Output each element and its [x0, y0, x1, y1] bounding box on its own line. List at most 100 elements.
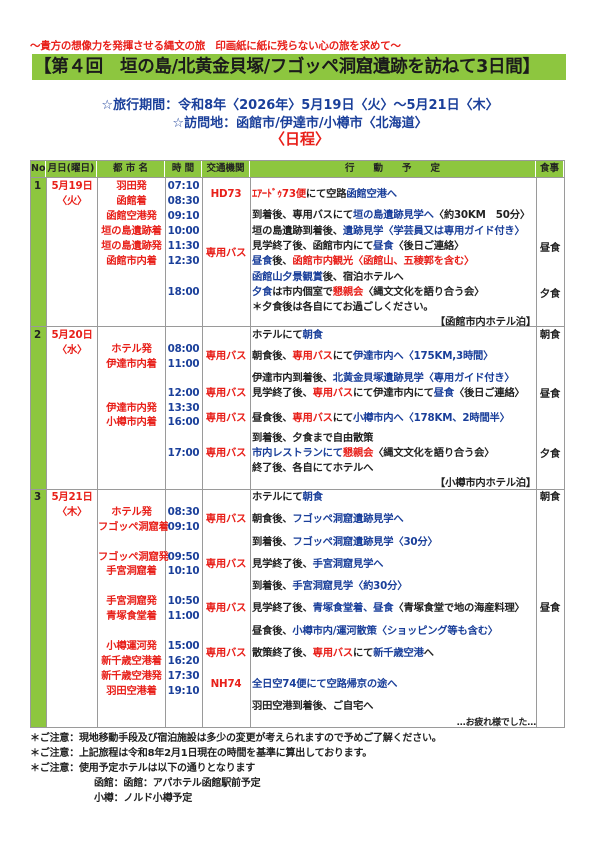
day-row: 2 5月20日 〈水〉 ホテル発 伊達市内着 伊達市内発 小樽市内着 08:00 11:00 12… — [31, 326, 564, 489]
time: 16:20 — [167, 655, 200, 667]
meal: 夕食 — [539, 288, 561, 300]
action-text: 伊達市内へ〈175KM,3時間〉 — [352, 350, 494, 362]
time: 07:10 — [167, 180, 200, 192]
action-line: 朝食後、フゴッペ洞窟遺跡見学へ — [252, 512, 536, 526]
column-header-city: 都 市 名 — [97, 161, 165, 177]
action-text: 到着後、夕食まで自由散策 — [252, 432, 374, 444]
note-line: 函館：函館：アパホテル函館駅前予定 — [94, 778, 261, 789]
action-line: 市内レストランにて懇親会〈縄文文化を語り合う会〉 — [252, 446, 536, 460]
city-name: 小樽運河発 — [106, 640, 157, 652]
action-text: 【小樽市内ホテル泊】 — [435, 477, 536, 489]
action-text: 到着後、 — [252, 580, 293, 592]
transport: 専用バス — [205, 412, 247, 424]
column-divider — [165, 177, 166, 727]
city-name: ホテル発 — [111, 506, 152, 518]
meal: 昼食 — [539, 388, 561, 400]
day-number: 1 — [34, 180, 41, 192]
city-name: 伊達市内着 — [106, 358, 157, 370]
action-text: 見学終了後、函館市内にて — [252, 240, 374, 252]
note-line: ＊ご注意：上記旅程は令和8年2月1日現在の時間を基準に算出しております。 — [30, 748, 373, 759]
time: 15:00 — [167, 640, 200, 652]
city-name: 垣の島遺跡発 — [101, 240, 162, 252]
time: 18:00 — [167, 286, 200, 298]
schedule-heading: 〈日程〉 — [269, 130, 330, 148]
time: 08:30 — [167, 195, 200, 207]
city-name: 手宮洞窟発 — [106, 595, 157, 607]
action-text: にて伊達市内にて — [352, 387, 434, 399]
travel-period: ☆旅行期間：令和8年〈2026年〉5月19日〈火〉～5月21日〈木〉 — [101, 98, 499, 113]
action-text: へ — [423, 647, 434, 659]
action-text: 後、 — [272, 255, 293, 267]
column-divider — [202, 177, 203, 727]
day-date: 5月19日 — [51, 180, 93, 192]
day-weekday: 〈水〉 — [56, 344, 88, 356]
city-name: 新千歳空港発 — [101, 670, 162, 682]
action-line: 見学終了後、専用バスにて伊達市内にて昼食〈後日ご連絡〉 — [252, 386, 536, 400]
action-text: 専用バス — [292, 412, 333, 424]
transport: 専用バス — [205, 513, 247, 525]
action-line: 函館山夕景観賞後、宿泊ホテルへ — [252, 270, 536, 284]
action-line: 散策終了後、専用バスにて新千歳空港へ — [252, 646, 536, 660]
day-weekday: 〈木〉 — [56, 506, 88, 518]
action-text: 到着後、専用バスにて — [252, 209, 353, 221]
action-text: ＊夕食後は各自にてお過ごしください。 — [252, 301, 434, 313]
action-text: 昼食 — [373, 240, 394, 252]
meal: 朝食 — [539, 329, 561, 341]
action-text: 函館空港へ — [346, 188, 397, 200]
action-text: にて — [352, 647, 374, 659]
action-text: 函館市内観光〈函館山、五稜郭を含む〉 — [292, 255, 475, 267]
day-number: 3 — [34, 491, 41, 503]
action-line: …お疲れ様でした… — [252, 716, 536, 730]
note-line: 小樽：ノルド小樽予定 — [94, 793, 192, 804]
day-weekday: 〈火〉 — [56, 195, 88, 207]
time: 19:10 — [167, 685, 200, 697]
city-name: フゴッペ洞窟発 — [98, 551, 169, 563]
action-text: 見学終了後、 — [252, 558, 313, 570]
action-text: 専用バス — [312, 387, 354, 399]
action-text: にて空路 — [305, 188, 347, 200]
action-text: 手宮洞窟見学〈約30分〉 — [292, 580, 408, 592]
city-name: ホテル発 — [111, 343, 152, 355]
action-line: ＊夕食後は各自にてお過ごしください。 — [252, 300, 536, 314]
time: 09:10 — [167, 521, 200, 533]
time: 12:30 — [167, 255, 200, 267]
action-line: 見学終了後、函館市内にて昼食〈後日ご連絡〉 — [252, 239, 536, 253]
note-line: ＊ご注意：使用予定ホテルは以下の通りとなります — [30, 763, 256, 774]
city-name: 羽田空港着 — [106, 685, 157, 697]
time: 13:30 — [167, 402, 200, 414]
action-text: ホテルにて — [252, 491, 303, 503]
no-column-stripe — [31, 177, 46, 727]
action-text: 専用バス — [292, 350, 333, 362]
transport: 専用バス — [205, 350, 247, 362]
column-divider — [536, 177, 537, 727]
action-line: 【函館市内ホテル泊】 — [252, 315, 536, 329]
time: 10:50 — [167, 595, 200, 607]
action-text: 伊達市内到着後、 — [252, 372, 333, 384]
transport: 専用バス — [205, 447, 247, 459]
action-text: フゴッペ洞窟遺跡見学〈30分〉 — [292, 536, 438, 548]
column-header-transport: 交通機関 — [202, 161, 250, 177]
meal: 朝食 — [539, 491, 561, 503]
action-text: 懇親会 — [332, 286, 364, 298]
action-text: 青塚食堂着、昼食 — [312, 602, 394, 614]
city-name: 羽田発 — [116, 180, 147, 192]
action-text: 朝食 — [302, 491, 323, 503]
action-line: 昼食後、専用バスにて小樽市内へ〈178KM、2時間半〉 — [252, 411, 536, 425]
action-text: 小樽市内/運河散策〈ショッピング等も含む〉 — [292, 625, 498, 637]
time: 12:00 — [167, 387, 200, 399]
city-name: 小樽市内着 — [106, 416, 157, 428]
schedule-table: No 月日(曜日) 都 市 名時 間交通機関行 動 予 定食事 1 5月19日 〈火〉 羽田… — [30, 160, 565, 728]
action-text: 市内レストランにて — [252, 447, 343, 459]
visit-places: ☆訪問地：函館市/伊達市/小樽市〈北海道〉 — [172, 116, 428, 131]
action-text: 到着後、 — [252, 536, 293, 548]
action-text: 手宮洞窟見学へ — [312, 558, 384, 570]
action-text: 垣の島遺跡到着後、 — [252, 225, 343, 237]
action-line: 全日空74便にて空路帰京の途へ — [252, 677, 536, 691]
action-text: 夕食 — [252, 286, 273, 298]
action-text: 散策終了後、 — [252, 647, 313, 659]
action-line: 到着後、手宮洞窟見学〈約30分〉 — [252, 579, 536, 593]
action-line: 見学終了後、手宮洞窟見学へ — [252, 557, 536, 571]
time: 10:00 — [167, 225, 200, 237]
column-header-date: 月日(曜日) — [46, 161, 97, 177]
